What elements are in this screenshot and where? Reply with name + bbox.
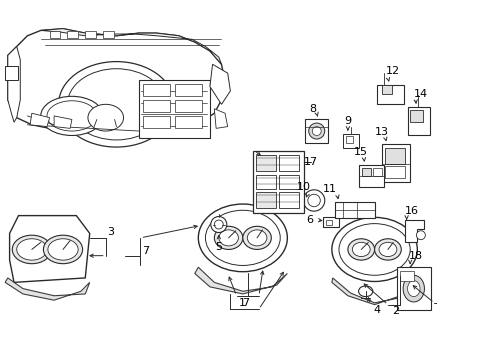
- Ellipse shape: [214, 220, 223, 229]
- Bar: [343, 134, 360, 148]
- Ellipse shape: [44, 235, 83, 264]
- Bar: [85, 31, 96, 39]
- Bar: [49, 31, 60, 39]
- Text: 18: 18: [409, 251, 422, 261]
- Polygon shape: [8, 29, 225, 132]
- Text: 7: 7: [242, 298, 249, 308]
- Polygon shape: [5, 278, 90, 300]
- Ellipse shape: [408, 280, 420, 297]
- Text: 1: 1: [239, 298, 245, 308]
- Ellipse shape: [59, 62, 174, 147]
- Text: 3: 3: [107, 227, 114, 237]
- Ellipse shape: [219, 230, 239, 246]
- Polygon shape: [195, 267, 287, 294]
- Bar: [323, 217, 339, 227]
- Ellipse shape: [211, 216, 227, 233]
- Bar: [360, 165, 384, 187]
- Polygon shape: [405, 220, 424, 242]
- Ellipse shape: [379, 242, 397, 257]
- Ellipse shape: [359, 286, 373, 297]
- Ellipse shape: [41, 96, 103, 135]
- Bar: [139, 80, 210, 138]
- Text: 13: 13: [375, 127, 389, 137]
- Ellipse shape: [12, 235, 51, 264]
- Ellipse shape: [243, 226, 271, 249]
- Bar: [326, 220, 332, 225]
- Bar: [175, 84, 202, 96]
- Ellipse shape: [332, 217, 417, 282]
- Text: 12: 12: [386, 66, 400, 76]
- Text: 4: 4: [374, 305, 381, 315]
- Ellipse shape: [348, 239, 374, 260]
- Polygon shape: [54, 116, 72, 129]
- Ellipse shape: [48, 239, 78, 260]
- Ellipse shape: [339, 224, 410, 275]
- Polygon shape: [10, 216, 90, 282]
- Bar: [143, 116, 170, 129]
- Bar: [253, 150, 304, 213]
- Text: 17: 17: [303, 157, 318, 167]
- Text: 14: 14: [414, 89, 428, 99]
- Bar: [175, 100, 202, 112]
- Bar: [362, 167, 371, 176]
- Bar: [279, 155, 299, 171]
- Bar: [279, 193, 299, 208]
- Ellipse shape: [416, 231, 425, 240]
- Polygon shape: [332, 278, 417, 305]
- Ellipse shape: [403, 275, 424, 302]
- Ellipse shape: [88, 104, 123, 131]
- Ellipse shape: [352, 242, 370, 257]
- Ellipse shape: [198, 204, 287, 272]
- Text: 16: 16: [405, 206, 419, 216]
- Polygon shape: [8, 46, 20, 122]
- Ellipse shape: [308, 194, 320, 207]
- Bar: [399, 271, 414, 282]
- Bar: [397, 267, 431, 310]
- Bar: [5, 66, 18, 80]
- Ellipse shape: [303, 190, 325, 211]
- Bar: [382, 144, 410, 182]
- Text: 2: 2: [392, 306, 399, 316]
- Ellipse shape: [247, 230, 267, 246]
- Bar: [410, 110, 423, 122]
- Bar: [256, 155, 276, 171]
- Ellipse shape: [205, 210, 280, 265]
- Text: 6: 6: [306, 215, 313, 225]
- Polygon shape: [210, 64, 230, 104]
- Text: 15: 15: [353, 147, 368, 157]
- Bar: [335, 202, 374, 218]
- Text: 7: 7: [142, 246, 149, 256]
- Bar: [68, 31, 78, 39]
- Bar: [279, 175, 299, 189]
- Bar: [256, 193, 276, 208]
- Ellipse shape: [68, 69, 166, 140]
- Text: 5: 5: [215, 242, 222, 252]
- Bar: [175, 116, 202, 129]
- Text: 11: 11: [323, 184, 337, 194]
- Ellipse shape: [309, 123, 325, 139]
- Bar: [143, 84, 170, 96]
- Text: 9: 9: [344, 116, 351, 126]
- Bar: [305, 120, 328, 143]
- Bar: [373, 167, 382, 176]
- Text: 8: 8: [310, 104, 317, 114]
- Ellipse shape: [312, 127, 321, 135]
- Ellipse shape: [374, 239, 401, 260]
- Bar: [103, 31, 114, 39]
- Polygon shape: [41, 29, 221, 64]
- Text: 10: 10: [296, 182, 310, 192]
- Polygon shape: [214, 109, 228, 129]
- Polygon shape: [30, 113, 49, 127]
- Bar: [385, 148, 405, 164]
- Bar: [408, 107, 430, 135]
- Bar: [256, 175, 276, 189]
- Bar: [385, 166, 405, 178]
- Bar: [346, 136, 353, 144]
- Bar: [143, 100, 170, 112]
- Ellipse shape: [214, 226, 243, 249]
- Ellipse shape: [17, 239, 47, 260]
- Bar: [382, 85, 392, 94]
- Bar: [377, 85, 404, 104]
- Ellipse shape: [47, 101, 97, 131]
